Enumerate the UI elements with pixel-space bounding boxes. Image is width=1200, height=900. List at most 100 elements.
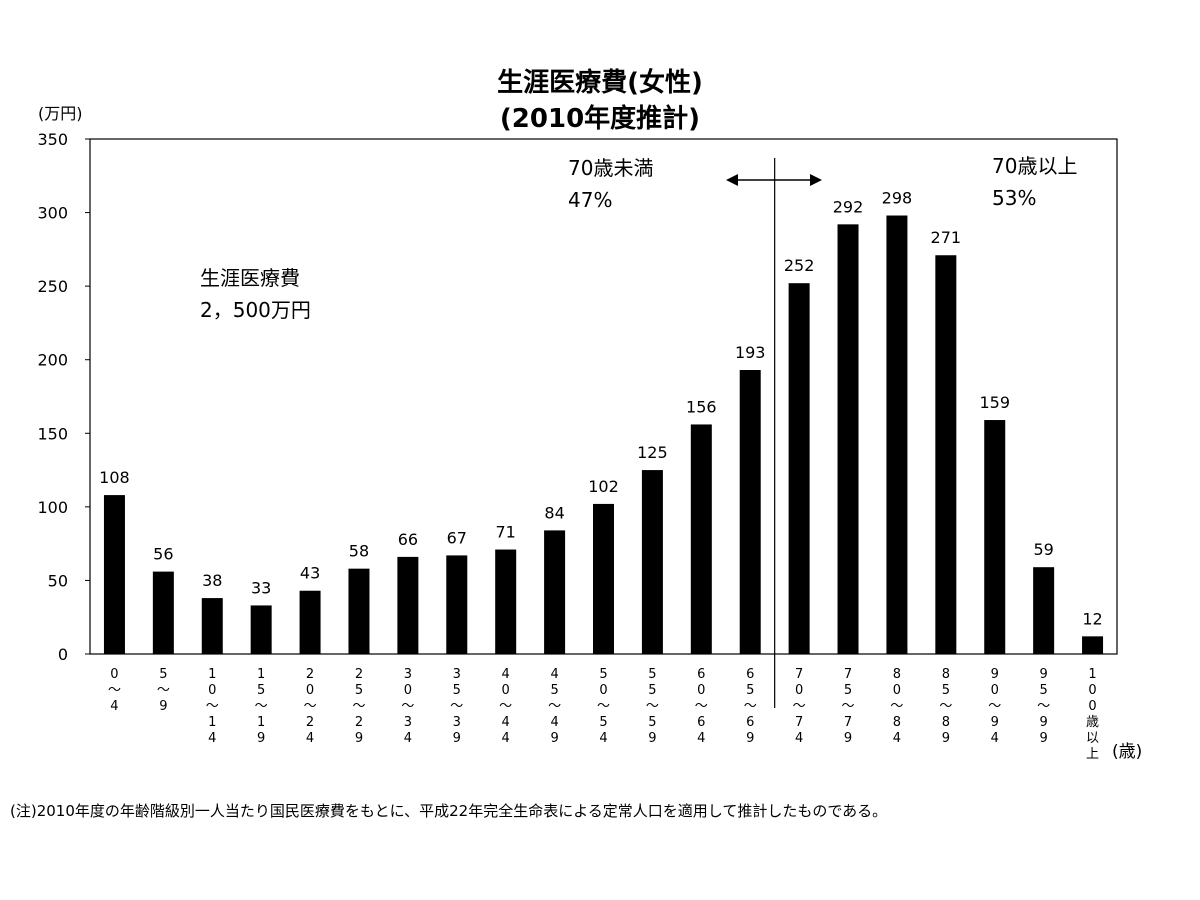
x-tick-glyph: 0 bbox=[599, 683, 607, 698]
x-tick-glyph: 7 bbox=[795, 667, 803, 682]
x-tick-label: 55～59 bbox=[646, 667, 659, 746]
bar-value-label: 271 bbox=[931, 228, 962, 247]
x-tick-glyph: 3 bbox=[404, 667, 412, 682]
x-tick-glyph: 9 bbox=[355, 731, 363, 746]
x-tick-glyph: 5 bbox=[599, 715, 607, 730]
x-tick-glyph: 9 bbox=[648, 731, 656, 746]
bar-value-label: 292 bbox=[833, 197, 864, 216]
bar bbox=[299, 590, 321, 654]
x-tick-glyph: 1 bbox=[208, 715, 216, 730]
x-tick-glyph: ～ bbox=[450, 699, 463, 714]
x-tick-label: 65～69 bbox=[744, 667, 757, 746]
x-tick-glyph: 3 bbox=[453, 667, 461, 682]
x-tick-label: 0～4 bbox=[108, 667, 121, 714]
bar bbox=[250, 605, 272, 654]
bar bbox=[495, 549, 517, 654]
x-tick-glyph: ～ bbox=[793, 699, 806, 714]
x-tick-glyph: 7 bbox=[844, 715, 852, 730]
y-tick-label: 300 bbox=[37, 204, 68, 223]
x-tick-glyph: ～ bbox=[988, 699, 1001, 714]
bar-value-label: 66 bbox=[398, 530, 418, 549]
x-tick-glyph: 9 bbox=[550, 731, 558, 746]
bar-value-labels: 108 56 38 33 43 58 66 67 71 84 102 125 156 193 252 292 2… bbox=[99, 189, 1103, 629]
y-tick-label: 50 bbox=[48, 571, 68, 590]
x-tick-label: 95～99 bbox=[1037, 667, 1050, 746]
x-tick-glyph: 9 bbox=[453, 731, 461, 746]
x-tick-glyph: 9 bbox=[991, 667, 999, 682]
x-tick-glyph: 8 bbox=[942, 715, 950, 730]
x-tick-glyph: 1 bbox=[257, 715, 265, 730]
x-tick-glyph: 1 bbox=[257, 667, 265, 682]
x-tick-glyph: 4 bbox=[599, 731, 607, 746]
bar bbox=[935, 255, 957, 654]
x-tick-glyph: 3 bbox=[404, 715, 412, 730]
x-tick-label: 80～84 bbox=[890, 667, 903, 746]
bar-value-label: 102 bbox=[588, 477, 619, 496]
x-tick-glyph: ～ bbox=[255, 699, 268, 714]
bar bbox=[837, 224, 859, 655]
x-tick-glyph: 4 bbox=[550, 715, 558, 730]
x-tick-label: 90～94 bbox=[988, 667, 1001, 746]
total-annotation: 生涯医療費 2，500万円 bbox=[200, 262, 311, 326]
x-tick-glyph: ～ bbox=[548, 699, 561, 714]
bar bbox=[641, 470, 663, 654]
x-tick-glyph: 4 bbox=[502, 667, 510, 682]
x-tick-glyph: 2 bbox=[306, 667, 314, 682]
x-tick-glyph: 6 bbox=[746, 715, 754, 730]
y-tick-label: 150 bbox=[37, 424, 68, 443]
x-tick-glyph: ～ bbox=[646, 699, 659, 714]
over70-pct: 53% bbox=[992, 186, 1037, 210]
x-tick-glyph: 5 bbox=[257, 683, 265, 698]
bar-value-label: 159 bbox=[979, 393, 1010, 412]
x-tick-glyph: ～ bbox=[401, 699, 414, 714]
x-tick-glyph: 4 bbox=[697, 731, 705, 746]
x-tick-glyph: ～ bbox=[842, 699, 855, 714]
bar bbox=[690, 424, 712, 654]
bar-value-label: 252 bbox=[784, 256, 815, 275]
x-tick-label: 30～34 bbox=[401, 667, 414, 746]
bar bbox=[446, 555, 468, 654]
x-tick-glyph: 5 bbox=[599, 667, 607, 682]
x-tick-glyph: 0 bbox=[404, 683, 412, 698]
x-tick-glyph: 9 bbox=[991, 715, 999, 730]
x-tick-glyph: 0 bbox=[110, 667, 118, 682]
x-tick-glyph: ～ bbox=[304, 699, 317, 714]
bar-value-label: 108 bbox=[99, 468, 130, 487]
over70-label: 70歳以上 bbox=[992, 154, 1078, 178]
bar-value-label: 71 bbox=[496, 523, 516, 542]
y-axis-unit: (万円) bbox=[38, 104, 83, 123]
x-tick-glyph: 9 bbox=[746, 731, 754, 746]
x-tick-label: 85～89 bbox=[939, 667, 952, 746]
over70-annotation: 70歳以上 53% bbox=[992, 150, 1077, 214]
bar bbox=[593, 503, 614, 654]
x-tick-glyph: 5 bbox=[844, 683, 852, 698]
x-tick-glyph: 5 bbox=[648, 667, 656, 682]
double-arrow-icon bbox=[726, 174, 822, 186]
bar-value-label: 67 bbox=[447, 528, 467, 547]
bar-value-label: 193 bbox=[735, 343, 766, 362]
x-tick-glyph: 5 bbox=[648, 715, 656, 730]
x-tick-glyph: ～ bbox=[206, 699, 219, 714]
bar bbox=[788, 283, 810, 654]
chart-title-line1: 生涯医療費(女性) bbox=[497, 68, 703, 98]
bar bbox=[886, 215, 908, 654]
x-tick-glyph: 5 bbox=[1040, 683, 1048, 698]
x-tick-label: 40～44 bbox=[499, 667, 512, 746]
x-tick-glyph: 4 bbox=[306, 731, 314, 746]
chart-title-line2: (2010年度推計) bbox=[499, 104, 701, 134]
x-tick-label: 70～74 bbox=[793, 667, 806, 746]
x-tick-glyph: 9 bbox=[1040, 731, 1048, 746]
x-tick-label: 50～54 bbox=[597, 667, 610, 746]
x-tick-glyph: ～ bbox=[890, 699, 903, 714]
x-tick-label: 35～39 bbox=[450, 667, 463, 746]
under70-pct: 47% bbox=[568, 188, 613, 212]
x-tick-glyph: 9 bbox=[844, 731, 852, 746]
x-tick-label: 10～14 bbox=[206, 667, 219, 746]
x-tick-label: 60～64 bbox=[695, 667, 708, 746]
under70-label: 70歳未満 bbox=[568, 156, 654, 180]
x-tick-label: 75～79 bbox=[842, 667, 855, 746]
bar-value-label: 156 bbox=[686, 397, 717, 416]
x-tick-glyph: 上 bbox=[1086, 747, 1099, 762]
